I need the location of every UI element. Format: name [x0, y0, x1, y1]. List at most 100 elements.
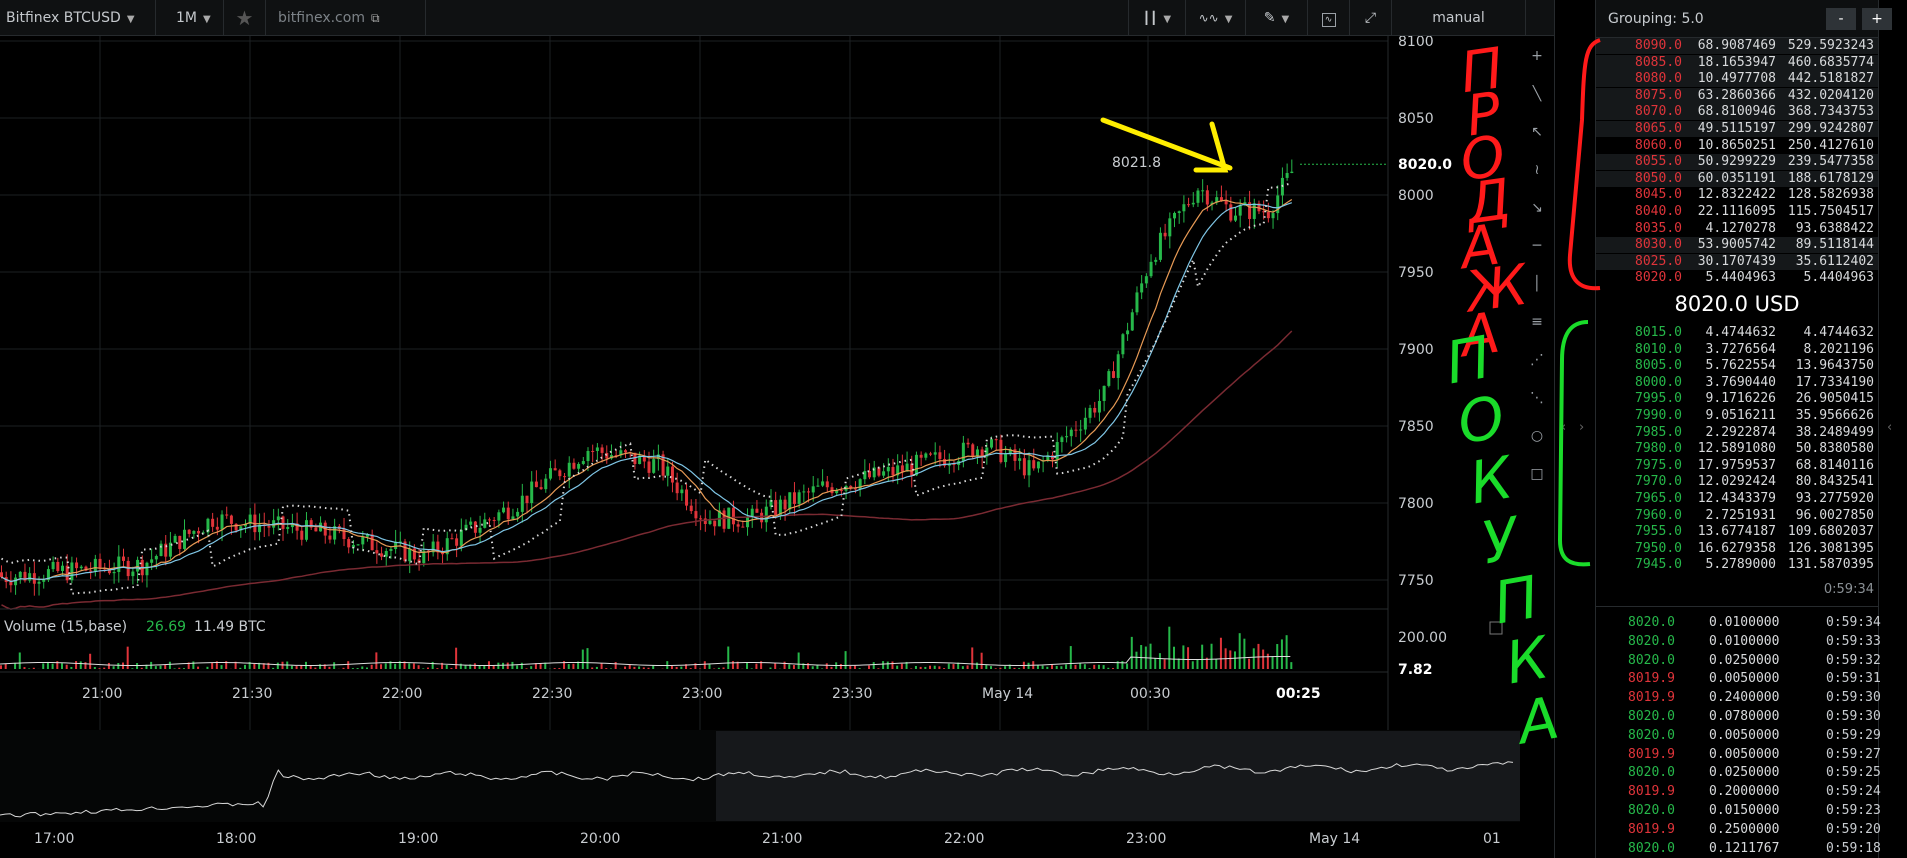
volume-bar: [131, 668, 134, 669]
bid-amount: 17.9759537: [1697, 457, 1776, 473]
ask-row[interactable]: 8080.0 10.4977708 442.5181827: [1596, 71, 1878, 88]
ray-icon[interactable]: ↖: [1531, 124, 1543, 140]
rectangle-icon[interactable]: □: [1530, 466, 1544, 482]
fullscreen-button[interactable]: ⤢: [1350, 0, 1392, 36]
volume-bar: [46, 661, 49, 669]
candle-body: [28, 573, 32, 581]
candle-body: [1224, 200, 1228, 205]
bid-row[interactable]: 7995.0 9.1716226 26.9050415: [1596, 391, 1878, 407]
ask-row[interactable]: 8020.0 5.4404963 5.4404963: [1596, 270, 1878, 286]
ask-row[interactable]: 8025.0 30.1707439 35.6112402: [1596, 253, 1878, 270]
volume-bar: [1266, 653, 1269, 669]
scale-mode-button[interactable]: manual: [1392, 0, 1526, 36]
candle-body: [1285, 172, 1289, 178]
price-tick-label: 7900: [1398, 342, 1434, 358]
ask-row[interactable]: 8085.0 18.1653947 460.6835774: [1596, 54, 1878, 71]
ask-row[interactable]: 8065.0 49.5115197 299.9242807: [1596, 121, 1878, 137]
bid-row[interactable]: 7950.0 16.6279358 126.3081395: [1596, 541, 1878, 557]
chevron-left-icon[interactable]: ‹: [1887, 420, 1893, 435]
ask-row[interactable]: 8030.0 53.9005742 89.5118144: [1596, 237, 1878, 254]
volume-bar: [595, 666, 598, 669]
parallel-lines-icon[interactable]: ≡: [1531, 314, 1543, 330]
candle-body: [1173, 212, 1177, 219]
bid-row[interactable]: 7945.0 5.2789000 131.5870395: [1596, 557, 1878, 573]
bid-row[interactable]: 7980.0 12.5891080 50.8380580: [1596, 441, 1878, 457]
bid-row[interactable]: 7990.0 9.0516211 35.9566626: [1596, 408, 1878, 424]
candle-body: [792, 492, 796, 504]
grouping-decrease-button[interactable]: -: [1826, 8, 1856, 30]
bid-amount: 16.6279358: [1697, 540, 1776, 556]
volume-bar: [830, 666, 833, 669]
candle-body: [234, 523, 238, 531]
circle-icon[interactable]: ○: [1530, 428, 1544, 444]
bid-row[interactable]: 7955.0 13.6774187 109.6802037: [1596, 524, 1878, 540]
bid-row[interactable]: 8005.0 5.7622554 13.9643750: [1596, 358, 1878, 374]
price-chart[interactable]: 8100 8050 8000 7950 7900 7850 7800 7750 8020.0 80…: [0, 36, 1520, 858]
ask-row[interactable]: 8090.0 68.9087469 529.5923243: [1596, 38, 1878, 54]
chart-type-button[interactable]: ┃┃ ▼: [1128, 0, 1186, 36]
candle-body: [1215, 197, 1219, 203]
bid-row[interactable]: 7985.0 2.2922874 38.2489499: [1596, 425, 1878, 441]
candle-body: [624, 450, 628, 453]
compare-button[interactable]: ∿: [1308, 0, 1350, 36]
bid-row[interactable]: 7970.0 12.0292424 80.8432541: [1596, 474, 1878, 490]
bid-row[interactable]: 7965.0 12.4343379 93.2775920: [1596, 491, 1878, 507]
site-link-label: bitfinex.com: [278, 10, 365, 26]
ask-row[interactable]: 8075.0 63.2860366 432.0204120: [1596, 87, 1878, 104]
candle-body: [121, 556, 125, 561]
bid-price: 7985.0: [1635, 424, 1682, 440]
volume-bar: [103, 667, 106, 669]
volume-bar: [328, 666, 331, 669]
ask-row[interactable]: 8045.0 12.8322422 128.5826938: [1596, 187, 1878, 203]
volume-bar: [1130, 636, 1133, 669]
arrow-icon[interactable]: ↘: [1531, 200, 1543, 216]
candle-body: [469, 521, 473, 525]
ask-row[interactable]: 8040.0 22.1116095 115.7504517: [1596, 204, 1878, 220]
volume-bar: [431, 661, 434, 669]
candle-body: [455, 538, 459, 546]
bid-row[interactable]: 8015.0 4.4744632 4.4744632: [1596, 325, 1878, 341]
symbol-selector[interactable]: Bitfinex BTCUSD ▼: [0, 0, 156, 36]
volume-bar: [1046, 666, 1049, 669]
candle-body: [65, 565, 69, 581]
trend-line-icon[interactable]: ╲: [1532, 86, 1542, 102]
chevron-right-icon[interactable]: ›: [1579, 420, 1585, 435]
ask-row[interactable]: 8035.0 4.1270278 93.6388422: [1596, 221, 1878, 237]
volume-bar: [624, 666, 627, 669]
candle-body: [835, 490, 839, 494]
bid-total: 96.0027850: [1795, 507, 1874, 523]
volume-bar: [1112, 668, 1115, 669]
bid-row[interactable]: 8000.0 3.7690440 17.7334190: [1596, 375, 1878, 391]
bid-row[interactable]: 7975.0 17.9759537 68.8140116: [1596, 458, 1878, 474]
vertical-line-icon[interactable]: │: [1532, 276, 1542, 292]
panel-splitter[interactable]: ‹ ›: [1554, 0, 1596, 858]
indicators-button[interactable]: ∿∿ ▼: [1186, 0, 1246, 36]
right-panel-collapser[interactable]: ‹: [1878, 0, 1907, 858]
site-link[interactable]: bitfinex.com ⧉: [266, 0, 426, 36]
ask-row[interactable]: 8060.0 10.8650251 250.4127610: [1596, 138, 1878, 154]
trade-time: 0:59:20: [1826, 821, 1881, 837]
chevron-left-icon[interactable]: ‹: [1561, 420, 1567, 435]
grouping-increase-button[interactable]: +: [1862, 8, 1892, 30]
candle-body: [1060, 437, 1064, 443]
crosshair-plus-icon[interactable]: +: [1531, 48, 1543, 64]
curve-icon[interactable]: ≀: [1534, 162, 1540, 178]
ask-row[interactable]: 8070.0 68.8100946 368.7343753: [1596, 104, 1878, 121]
candle-body: [1083, 417, 1087, 430]
candle-body: [633, 452, 637, 465]
volume-bar: [591, 667, 594, 669]
ask-row[interactable]: 8050.0 60.0351191 188.6178129: [1596, 170, 1878, 187]
drawing-button[interactable]: ✎ ▼: [1246, 0, 1308, 36]
fib-fan-icon[interactable]: ⋱: [1530, 390, 1544, 406]
bid-row[interactable]: 8010.0 3.7276564 8.2021196: [1596, 342, 1878, 358]
fan-icon[interactable]: ⋰: [1530, 352, 1544, 368]
timeframe-selector[interactable]: 1M ▼: [156, 0, 224, 36]
horizontal-line-icon[interactable]: ─: [1532, 238, 1542, 254]
navigator-price-line: [0, 761, 1514, 818]
bid-row[interactable]: 7960.0 2.7251931 96.0027850: [1596, 508, 1878, 524]
symbol-label: Bitfinex BTCUSD: [6, 10, 121, 26]
pencil-icon: ✎: [1263, 10, 1276, 26]
ask-row[interactable]: 8055.0 50.9299229 239.5477358: [1596, 154, 1878, 171]
candle-body: [900, 465, 904, 472]
favorite-star-icon[interactable]: ★: [224, 0, 266, 36]
